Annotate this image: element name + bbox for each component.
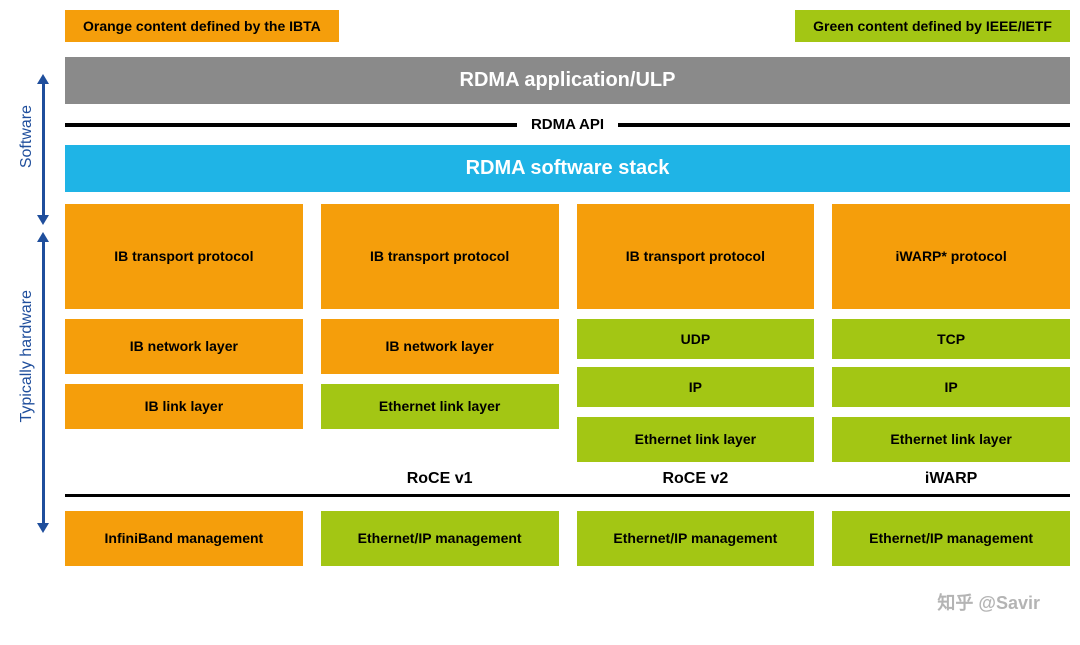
column-labels: RoCE v1 RoCE v2 iWARP: [65, 470, 1070, 488]
side-label-hardware: Typically hardware: [18, 290, 36, 423]
col-label-3: iWARP: [832, 470, 1070, 488]
col-roce1: IB transport protocol IB network layer E…: [321, 204, 559, 462]
mgmt-row: InfiniBand management Ethernet/IP manage…: [65, 511, 1070, 566]
iwarp-link: Ethernet link layer: [832, 417, 1070, 462]
api-row: RDMA API: [65, 116, 1070, 133]
arrow-hardware: [42, 240, 45, 525]
iwarp-tcp: TCP: [832, 319, 1070, 359]
mgmt-col-1: Ethernet/IP management: [321, 511, 559, 566]
ib-transport: IB transport protocol: [65, 204, 303, 309]
roce2-link: Ethernet link layer: [577, 417, 815, 462]
iwarp-mgmt: Ethernet/IP management: [832, 511, 1070, 566]
col-roce2: IB transport protocol UDP IP Ethernet li…: [577, 204, 815, 462]
diagram-container: Orange content defined by the IBTA Green…: [65, 10, 1070, 574]
roce2-network-split: UDP IP: [577, 319, 815, 407]
col-label-2: RoCE v2: [577, 470, 815, 488]
watermark: 知乎 @Savir: [937, 589, 1040, 615]
mgmt-col-0: InfiniBand management: [65, 511, 303, 566]
stack-columns: IB transport protocol IB network layer I…: [65, 204, 1070, 462]
col-label-1: RoCE v1: [321, 470, 559, 488]
col-label-0: [65, 470, 303, 488]
roce2-ip: IP: [577, 367, 815, 407]
app-ulp-bar: RDMA application/ULP: [65, 57, 1070, 104]
ib-network: IB network layer: [65, 319, 303, 374]
roce2-mgmt: Ethernet/IP management: [577, 511, 815, 566]
ib-link: IB link layer: [65, 384, 303, 429]
legend-orange: Orange content defined by the IBTA: [65, 10, 339, 42]
col-infiniband: IB transport protocol IB network layer I…: [65, 204, 303, 462]
legend-green: Green content defined by IEEE/IETF: [795, 10, 1070, 42]
api-line-left: [65, 123, 517, 127]
api-line-right: [618, 123, 1070, 127]
mgmt-col-3: Ethernet/IP management: [832, 511, 1070, 566]
iwarp-ip: IP: [832, 367, 1070, 407]
col-iwarp: iWARP* protocol TCP IP Ethernet link lay…: [832, 204, 1070, 462]
api-label: RDMA API: [517, 116, 618, 133]
roce2-udp: UDP: [577, 319, 815, 359]
iwarp-network-split: TCP IP: [832, 319, 1070, 407]
mgmt-col-2: Ethernet/IP management: [577, 511, 815, 566]
roce2-transport: IB transport protocol: [577, 204, 815, 309]
legend-row: Orange content defined by the IBTA Green…: [65, 10, 1070, 42]
side-label-software: Software: [18, 105, 36, 168]
software-stack-bar: RDMA software stack: [65, 145, 1070, 192]
ib-mgmt: InfiniBand management: [65, 511, 303, 566]
roce1-network: IB network layer: [321, 319, 559, 374]
arrow-software: [42, 82, 45, 217]
iwarp-transport: iWARP* protocol: [832, 204, 1070, 309]
roce1-link: Ethernet link layer: [321, 384, 559, 429]
divider-line: [65, 494, 1070, 497]
roce1-mgmt: Ethernet/IP management: [321, 511, 559, 566]
roce1-transport: IB transport protocol: [321, 204, 559, 309]
